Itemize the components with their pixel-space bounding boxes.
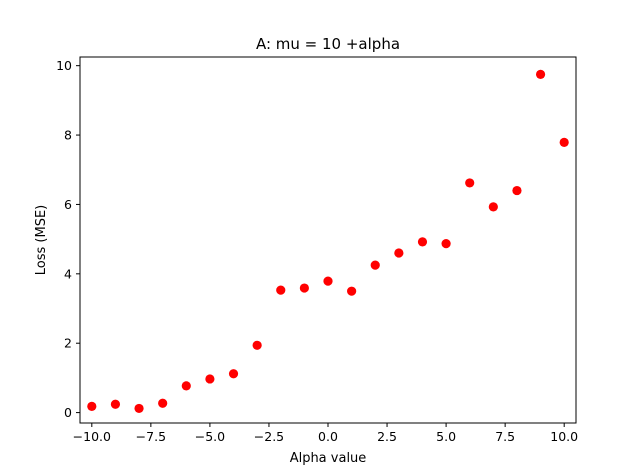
y-tick-label: 8 <box>64 128 72 143</box>
data-point <box>394 248 404 258</box>
data-point <box>370 260 380 270</box>
data-point <box>512 185 522 196</box>
data-point <box>134 403 144 414</box>
x-tick-label: 7.5 <box>495 429 515 444</box>
y-tick-label: 6 <box>64 197 72 212</box>
data-point <box>276 285 286 295</box>
x-tick-label: −2.5 <box>254 429 284 444</box>
data-point <box>488 202 498 212</box>
data-point <box>110 399 121 409</box>
y-tick-label: 0 <box>64 405 72 420</box>
data-point <box>252 340 262 350</box>
data-point <box>323 276 333 286</box>
chart-title: A: mu = 10 +alpha <box>256 35 400 53</box>
data-point <box>87 401 97 411</box>
y-tick-label: 10 <box>56 58 72 73</box>
y-axis-label: Loss (MSE) <box>34 205 49 275</box>
data-point <box>299 283 309 293</box>
data-point <box>465 178 475 188</box>
x-tick-label: 2.5 <box>377 429 397 444</box>
x-tick-label: −5.0 <box>195 429 225 444</box>
data-point <box>158 398 168 408</box>
data-point <box>205 374 215 384</box>
x-axis-ticks: −10.0 −7.5 −5.0 −2.5 0.0 2.5 5.0 7.5 10.0 <box>73 423 578 444</box>
x-tick-label: 0.0 <box>318 429 338 444</box>
x-tick-label: 10.0 <box>550 429 578 444</box>
data-point <box>228 369 239 379</box>
y-tick-label: 2 <box>64 336 72 351</box>
x-axis-label: Alpha value <box>290 451 367 466</box>
y-axis-ticks: 0 2 4 6 8 10 <box>56 58 80 420</box>
y-tick-label: 4 <box>64 266 72 281</box>
data-point <box>535 69 546 79</box>
plot-frame <box>79 56 577 424</box>
data-point <box>559 137 569 147</box>
data-point <box>181 381 191 391</box>
data-point <box>417 237 428 247</box>
x-tick-label: −7.5 <box>136 429 166 444</box>
data-points <box>87 69 569 414</box>
data-point <box>347 286 357 296</box>
x-tick-label: −10.0 <box>73 429 111 444</box>
data-point <box>441 239 451 249</box>
x-tick-label: 5.0 <box>436 429 456 444</box>
